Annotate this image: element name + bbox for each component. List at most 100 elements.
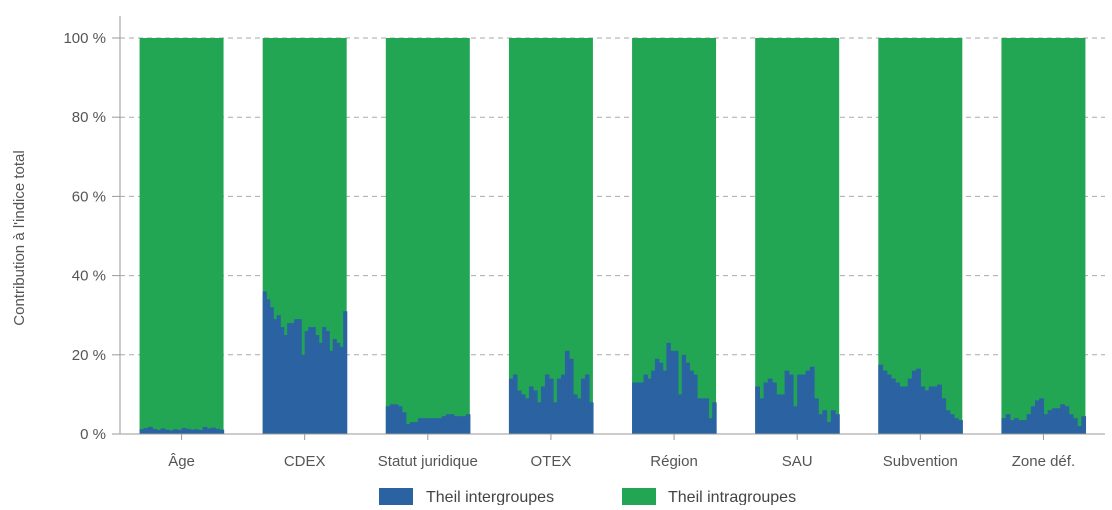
bar-intergroupes (343, 311, 348, 434)
legend-swatch-intergroupes (379, 488, 413, 505)
bar-intergroupes (210, 427, 216, 434)
bar-intergroupes (1022, 420, 1028, 434)
bar-intergroupes (588, 402, 594, 434)
bar-intergroupes (1072, 418, 1078, 434)
bar-intergroupes (1030, 406, 1036, 434)
bar-intergroupes (308, 327, 313, 434)
bar-intergroupes (262, 291, 267, 434)
bar-intergroupes (280, 327, 285, 434)
bar-intergroupes (928, 386, 934, 434)
bar-intergroupes (461, 416, 467, 434)
bar-intergroupes (830, 410, 836, 434)
bar-intergroupes (941, 398, 947, 434)
bar-intergroupes (397, 406, 403, 434)
bar-intergroupes (160, 428, 166, 434)
axes: 0 % 20 % 40 % 60 % 80 % 100 % Âge CDEX Statut ju… (63, 16, 1105, 470)
bar-intergroupes (556, 378, 562, 434)
bar-intergroupes (508, 378, 514, 434)
bar-intergroupes (181, 428, 187, 434)
bar-intergroupes (689, 370, 694, 434)
bar-intergroupes (173, 429, 178, 434)
bar-intergroupes (560, 374, 566, 434)
bar-intergroupes (540, 386, 546, 434)
bar-intergroupes (417, 418, 423, 434)
bar-intragroupes (755, 38, 840, 434)
bar-intergroupes (1068, 414, 1074, 434)
bar-intergroupes (1014, 418, 1019, 434)
bar-intergroupes (336, 342, 341, 434)
bar-intergroupes (776, 394, 781, 434)
bar-intergroupes (1056, 408, 1061, 434)
bar-intergroupes (797, 374, 802, 434)
bar-intergroupes (139, 429, 145, 434)
bar-intergroupes (958, 420, 963, 434)
bar-intergroupes (315, 335, 320, 434)
bar-intergroupes (1047, 410, 1053, 434)
bar-intergroupes (266, 299, 271, 434)
bar-intergroupes (544, 374, 550, 434)
bar-group (755, 38, 840, 434)
bar-intergroupes (654, 358, 660, 434)
bar-intergroupes (287, 323, 292, 434)
bar-intragroupes (139, 38, 224, 434)
y-tick-label: 0 % (80, 426, 106, 443)
bar-intergroupes (401, 412, 407, 434)
legend-swatch-intragroupes (622, 488, 656, 505)
x-tick-label: CDEX (284, 453, 326, 470)
bar-intergroupes (818, 414, 823, 434)
bar-intergroupes (1077, 426, 1082, 434)
bar-intergroupes (907, 378, 913, 434)
bar-intergroupes (784, 370, 790, 434)
bar-intergroupes (813, 398, 819, 434)
bar-intergroupes (572, 394, 578, 434)
bar-intergroupes (441, 416, 447, 434)
bar-intergroupes (318, 342, 323, 434)
bar-intergroupes (937, 384, 942, 434)
bar-intergroupes (413, 422, 419, 434)
bars (139, 38, 1087, 434)
bar-intergroupes (580, 378, 586, 434)
bar-intergroupes (1018, 420, 1024, 434)
bar-intergroupes (878, 364, 884, 434)
bar-intergroupes (674, 350, 679, 434)
bar-intergroupes (332, 338, 337, 434)
bar-intergroupes (276, 315, 281, 434)
bar-intergroupes (700, 398, 706, 434)
bar-intergroupes (945, 410, 951, 434)
bar-intergroupes (177, 430, 183, 434)
bar-intragroupes (878, 38, 963, 434)
bar-intergroupes (834, 414, 840, 434)
bar-intergroupes (1060, 404, 1066, 434)
bar-intragroupes (508, 38, 593, 434)
bar-intergroupes (536, 402, 542, 434)
bar-intergroupes (932, 386, 938, 434)
bar-intergroupes (445, 414, 451, 434)
bar-intergroupes (532, 390, 538, 434)
bar-intergroupes (528, 386, 534, 434)
bar-intergroupes (639, 382, 645, 434)
x-tick-label: Région (650, 453, 698, 470)
bar-intergroupes (767, 378, 773, 434)
bar-intergroupes (143, 428, 149, 434)
bar-intergroupes (215, 428, 220, 434)
bar-intergroupes (911, 370, 917, 434)
bar-intergroupes (405, 424, 411, 434)
bar-intergroupes (685, 362, 690, 434)
bar-intergroupes (704, 398, 710, 434)
bar-intergroupes (576, 398, 582, 434)
bar-intergroupes (1026, 414, 1032, 434)
bar-intergroupes (449, 414, 455, 434)
bar-intragroupes (1001, 38, 1086, 434)
bar-intergroupes (385, 406, 391, 434)
bar-intergroupes (658, 362, 664, 434)
bar-intergroupes (826, 422, 832, 434)
bar-group (385, 38, 471, 434)
bar-intergroupes (780, 394, 786, 434)
bar-intergroupes (548, 378, 554, 434)
bar-intergroupes (903, 386, 909, 434)
bar-intergroupes (297, 319, 302, 434)
bar-intergroupes (164, 429, 170, 434)
bar-intergroupes (429, 418, 435, 434)
